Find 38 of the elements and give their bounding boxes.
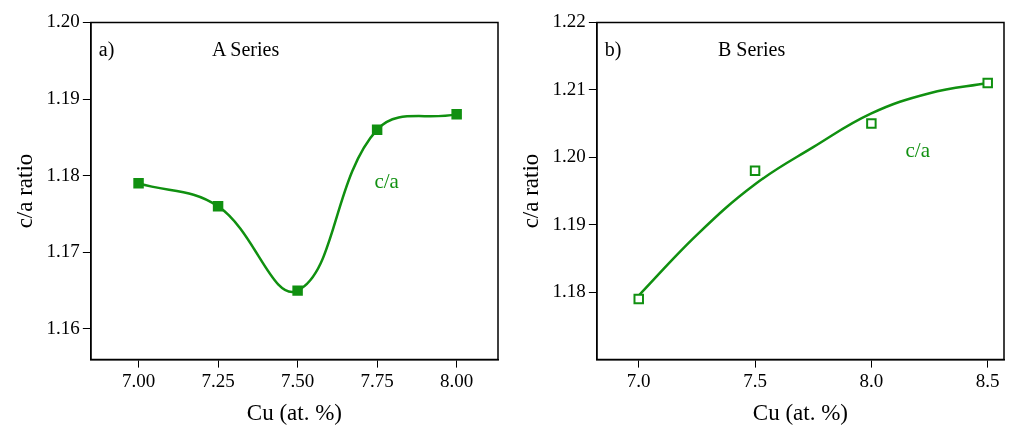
y-axis-title: c/a ratio (11, 153, 37, 229)
annotation: b) (604, 37, 622, 61)
y-tick-label: 1.20 (552, 145, 586, 167)
point (633, 293, 644, 305)
point (866, 118, 877, 129)
x-tick-label: 7.00 (121, 369, 156, 391)
y-tick-label: 1.16 (46, 316, 80, 338)
annotation: B Series (717, 37, 786, 60)
point (212, 201, 224, 212)
x-tick-label: 7.5 (743, 369, 767, 391)
point (749, 165, 761, 177)
y-tick-label: 1.19 (46, 87, 80, 109)
x-tick-label: 8.5 (975, 369, 1000, 391)
x-tick-label: 8.00 (440, 369, 474, 391)
annotation: a) (98, 37, 115, 61)
x-axis-title: Cu (at. %) (246, 400, 343, 426)
point (292, 285, 303, 296)
y-tick-label: 1.22 (552, 10, 586, 32)
annotation: A Series (211, 37, 280, 60)
x-tick-label: 7.75 (360, 369, 394, 391)
point (451, 109, 462, 120)
series-label: c/a (905, 137, 931, 162)
point (371, 124, 383, 135)
y-axis-title: c/a ratio (517, 153, 543, 229)
y-tick-label: 1.18 (46, 163, 80, 185)
x-tick-label: 7.50 (280, 369, 315, 391)
x-tick-label: 8.0 (859, 369, 884, 391)
x-axis-title: Cu (at. %) (752, 400, 849, 426)
y-tick-label: 1.20 (46, 10, 80, 32)
y-tick-label: 1.19 (552, 212, 586, 234)
y-tick-label: 1.17 (46, 240, 80, 262)
y-tick-label: 1.21 (552, 77, 586, 99)
point (982, 77, 993, 89)
point (133, 178, 144, 189)
x-tick-label: 7.0 (626, 369, 651, 391)
x-tick-label: 7.25 (201, 369, 235, 391)
y-tick-label: 1.18 (552, 280, 586, 302)
series-label: c/a (374, 168, 400, 193)
